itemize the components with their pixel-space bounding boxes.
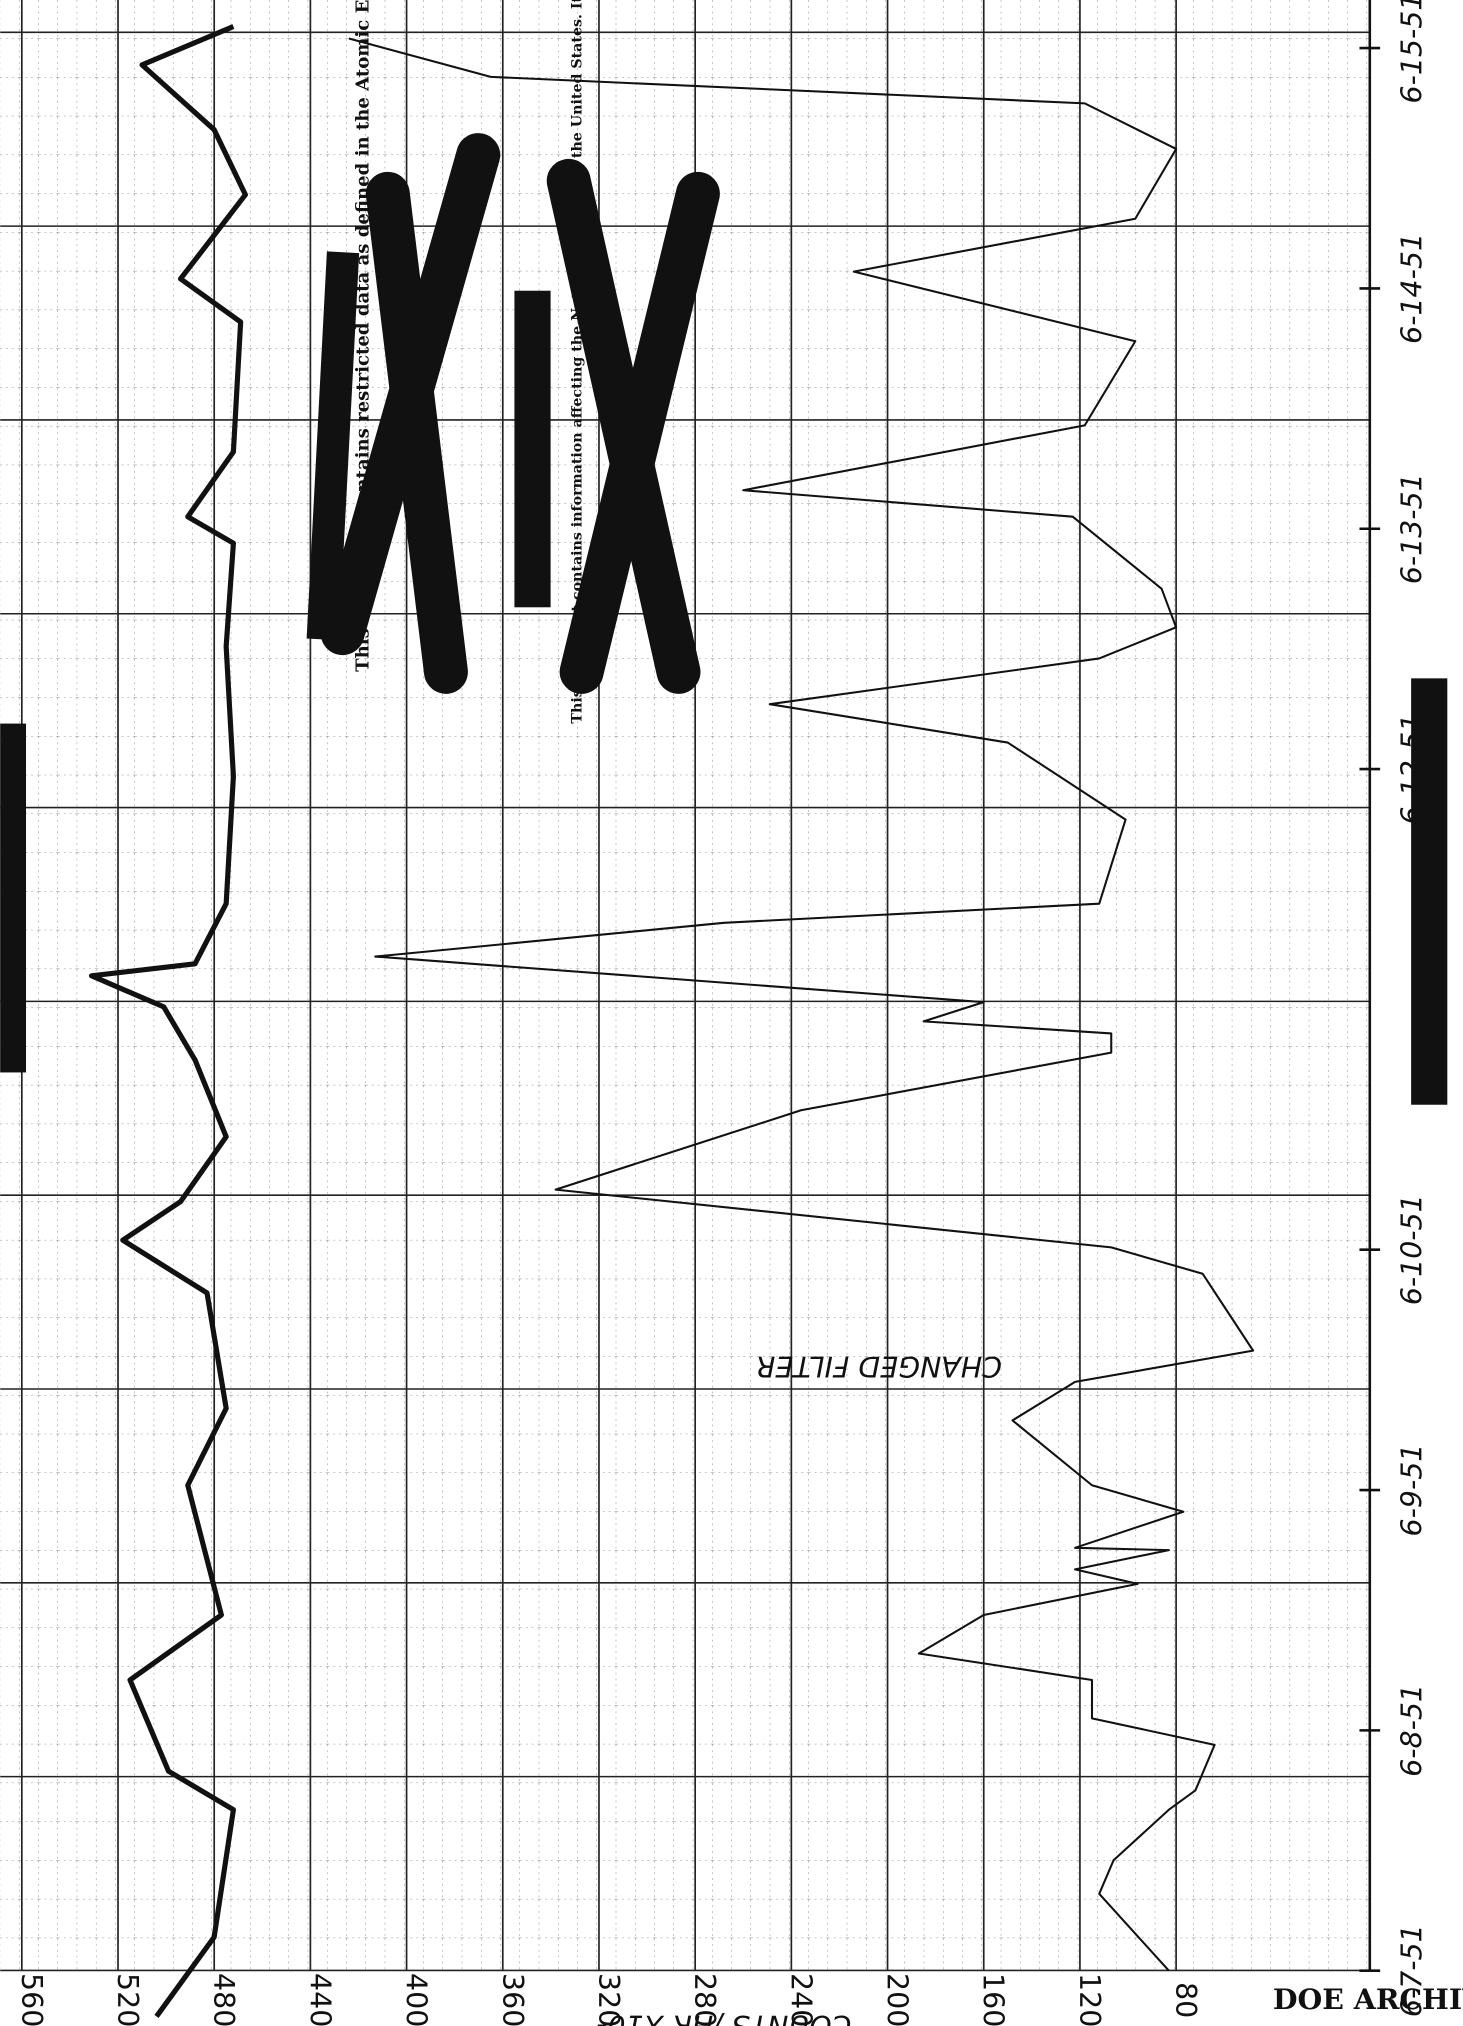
trace <box>348 37 1255 1972</box>
y-axis-label: COUNTS /HR X10² <box>596 2009 851 2026</box>
confidential-bar <box>0 723 27 1073</box>
archive-bar <box>1411 678 1448 1105</box>
x-tick-label: 6-14-51 <box>1395 233 1428 344</box>
stamp-text: This document contains information affec… <box>570 0 586 724</box>
x-tick-label: 6-12-51 <box>1395 714 1428 825</box>
redacted-stamp: This document contains restricted data a… <box>306 0 720 724</box>
x-tick-label: 6-15-51 <box>1395 0 1428 104</box>
traces <box>88 24 1255 2018</box>
x-tick-label: 6-13-51 <box>1395 473 1428 584</box>
x-tick-label: 6-9-51 <box>1395 1444 1428 1537</box>
y-tick-label: 160 <box>977 1973 1010 2026</box>
trace <box>88 24 248 2018</box>
x-tick-label: 6-10-51 <box>1395 1194 1428 1305</box>
y-tick-label: 360 <box>496 1973 529 2026</box>
y-tick-label: 240 <box>784 1973 817 2026</box>
stamp-text: This document contains restricted data a… <box>352 0 373 672</box>
x-tick-label: 6-8-51 <box>1395 1684 1428 1777</box>
y-tick-label: 320 <box>592 1973 625 2026</box>
y-tick-label: 280 <box>688 1973 721 2026</box>
y-tick-label: 520 <box>111 1973 144 2026</box>
archive-stamp: DOE ARCHIVES <box>1273 1982 1463 2016</box>
y-tick-label: 560 <box>15 1973 48 2026</box>
y-tick-label: 440 <box>303 1973 336 2026</box>
y-tick-label: 480 <box>207 1973 240 2026</box>
y-tick-label: 400 <box>400 1973 433 2026</box>
x-tick-label: 6-7-51 <box>1395 1924 1428 2017</box>
annotation: CHANGED FILTER <box>756 1350 1002 1383</box>
y-tick-label: 80 <box>1169 1982 1202 2018</box>
y-tick-label: 200 <box>881 1973 914 2026</box>
y-tick-label: 120 <box>1073 1973 1106 2026</box>
